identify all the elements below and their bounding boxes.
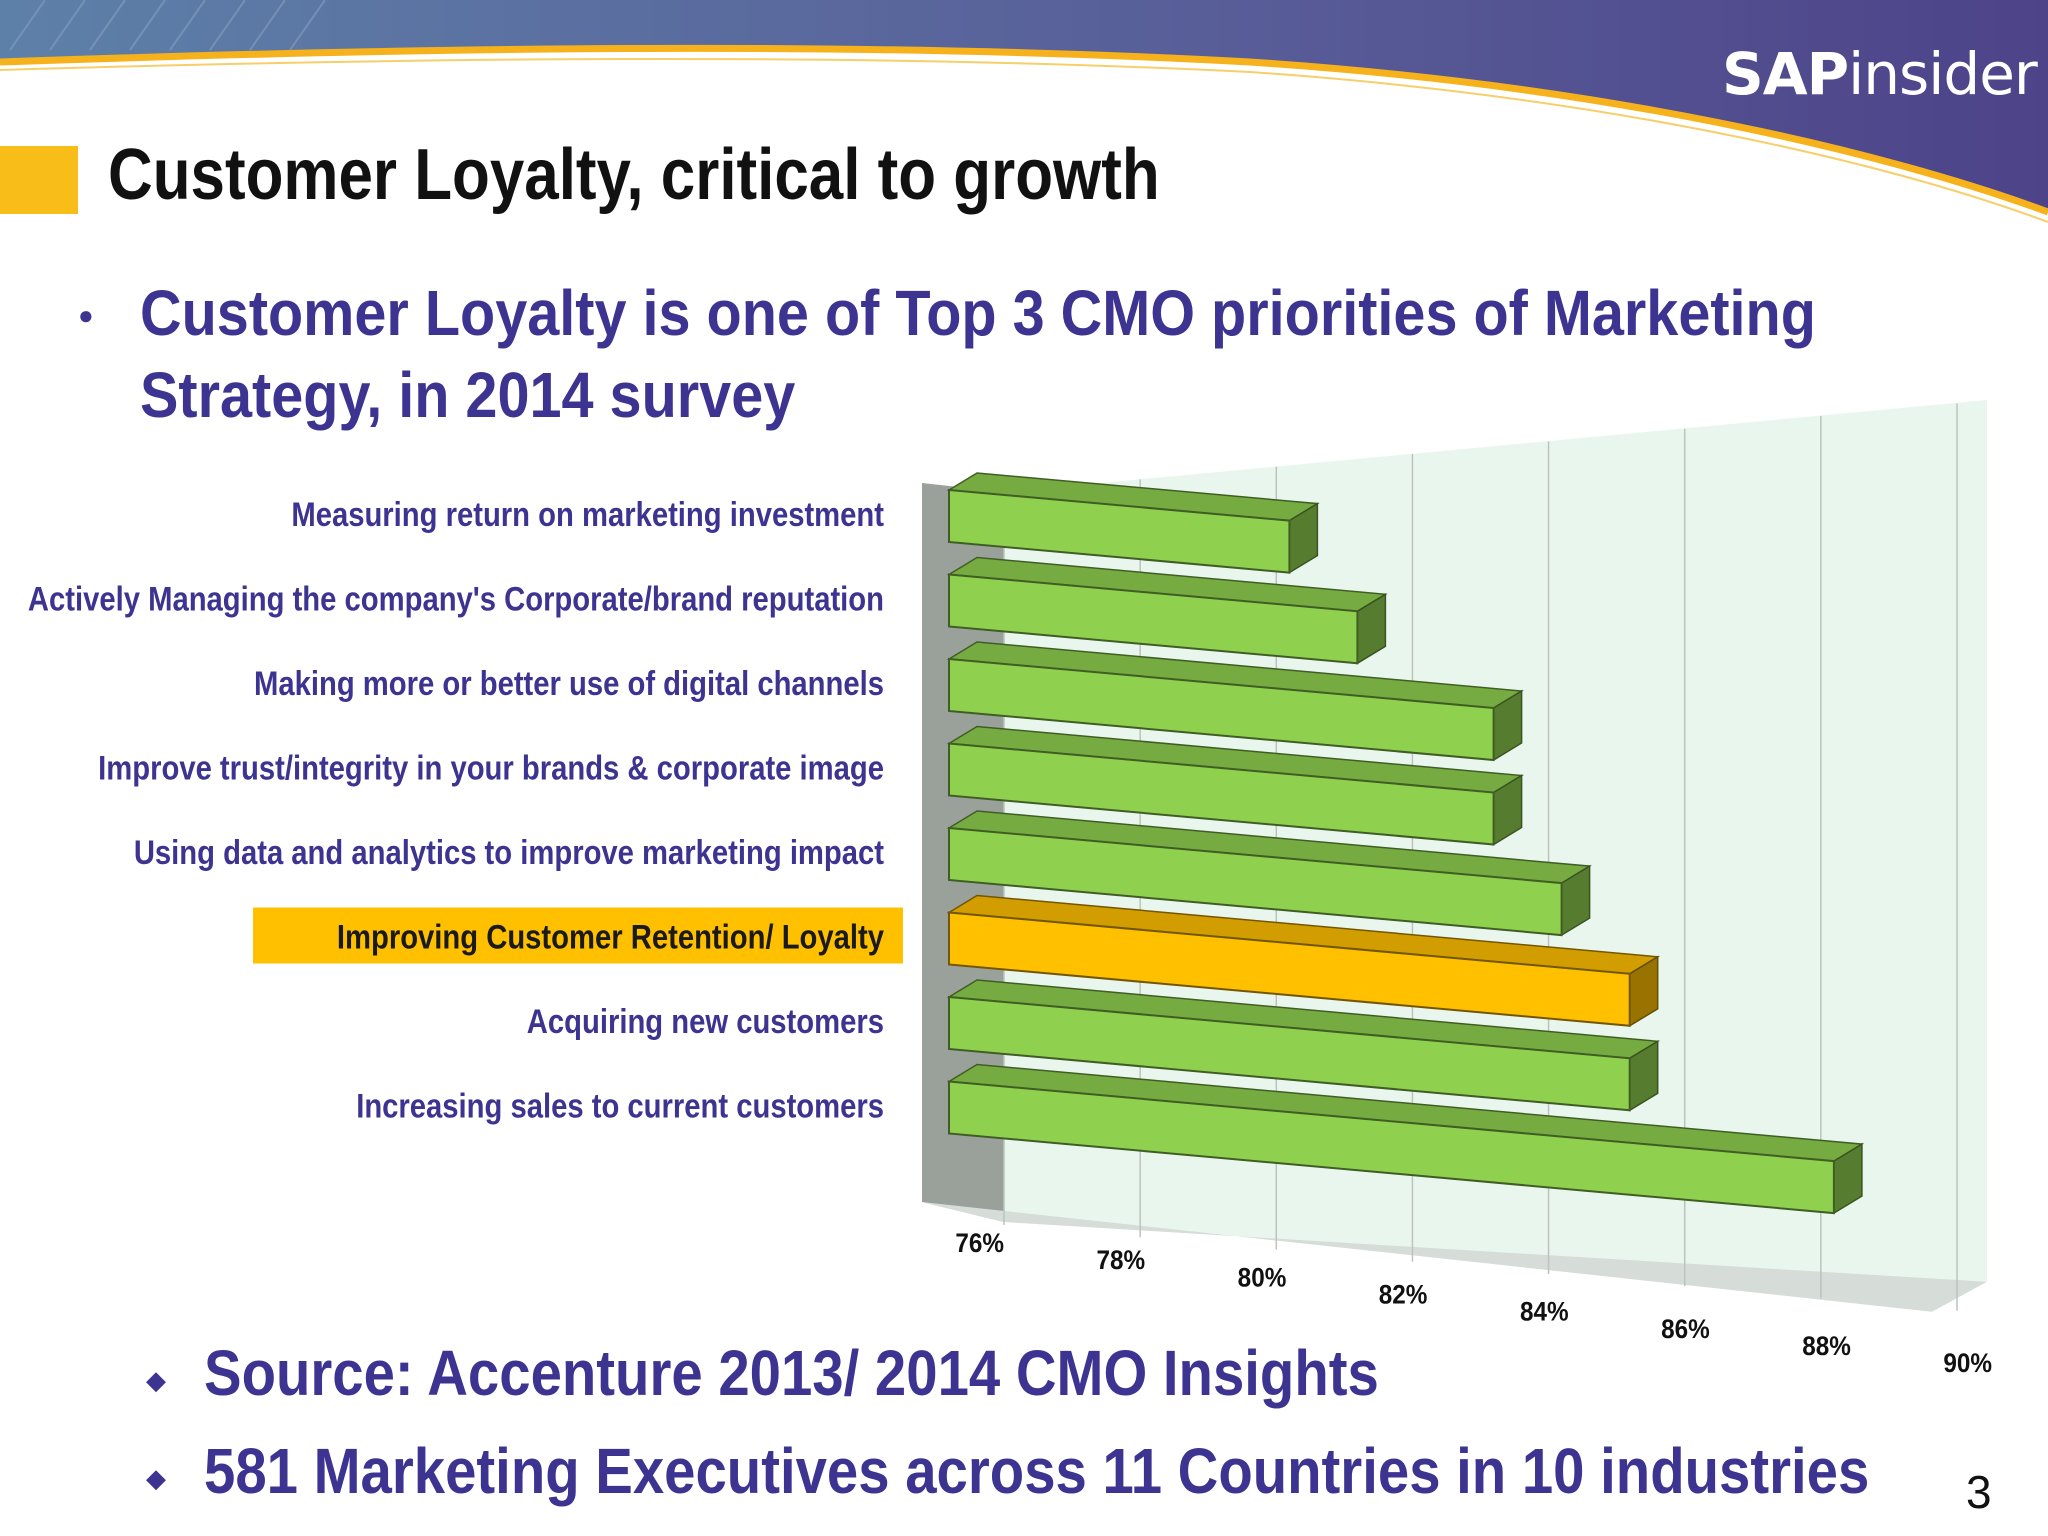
bar <box>948 995 1631 1112</box>
category-label: Increasing sales to current customers <box>356 1086 884 1125</box>
page-number: 3 <box>1966 1466 1992 1518</box>
x-tick-label: 90% <box>1943 1349 1992 1378</box>
x-tick-label: 76% <box>955 1229 1004 1258</box>
x-tick-label: 84% <box>1520 1297 1569 1326</box>
x-tick-label: 78% <box>1096 1246 1145 1275</box>
sample-bullet: 581 Marketing Executives across 11 Count… <box>204 1435 1870 1507</box>
header-band <box>0 0 2048 223</box>
x-tick-label: 80% <box>1238 1263 1287 1292</box>
x-tick-label: 82% <box>1379 1280 1428 1309</box>
bullet-dot: ● <box>78 300 94 330</box>
bar <box>948 742 1495 846</box>
page-title: Customer Loyalty, critical to growth <box>108 135 1160 215</box>
bar <box>948 657 1495 762</box>
bar <box>948 911 1631 1027</box>
category-label: Improving Customer Retention/ Loyalty <box>337 917 884 956</box>
sapinsider-logo: SAPinsider <box>1722 40 2038 108</box>
bar <box>948 1080 1835 1215</box>
diamond-bullet-icon: ◆ <box>146 1365 166 1395</box>
chart-floor <box>922 1202 1987 1312</box>
category-label: Making more or better use of digital cha… <box>254 664 884 703</box>
highlight-label-box <box>253 907 903 964</box>
bar <box>948 488 1291 574</box>
category-label: Measuring return on marketing investment <box>291 495 884 534</box>
category-label: Acquiring new customers <box>527 1002 884 1041</box>
category-label: Improve trust/integrity in your brands &… <box>98 748 884 787</box>
x-tick-label: 88% <box>1802 1332 1851 1361</box>
category-label: Actively Managing the company's Corporat… <box>28 579 884 618</box>
category-label: Using data and analytics to improve mark… <box>134 833 885 872</box>
bar <box>948 826 1563 937</box>
x-tick-label: 86% <box>1661 1315 1710 1344</box>
source-bullet: Source: Accenture 2013/ 2014 CMO Insight… <box>204 1337 1379 1409</box>
bar <box>948 573 1359 665</box>
main-bullet-line-1: Customer Loyalty is one of Top 3 CMO pri… <box>140 277 1816 349</box>
diamond-bullet-icon: ◆ <box>146 1463 166 1493</box>
title-marker <box>0 146 78 214</box>
main-bullet: Customer Loyalty is one of Top 3 CMO pri… <box>140 272 1940 436</box>
main-bullet-line-2: Strategy, in 2014 survey <box>140 359 796 431</box>
